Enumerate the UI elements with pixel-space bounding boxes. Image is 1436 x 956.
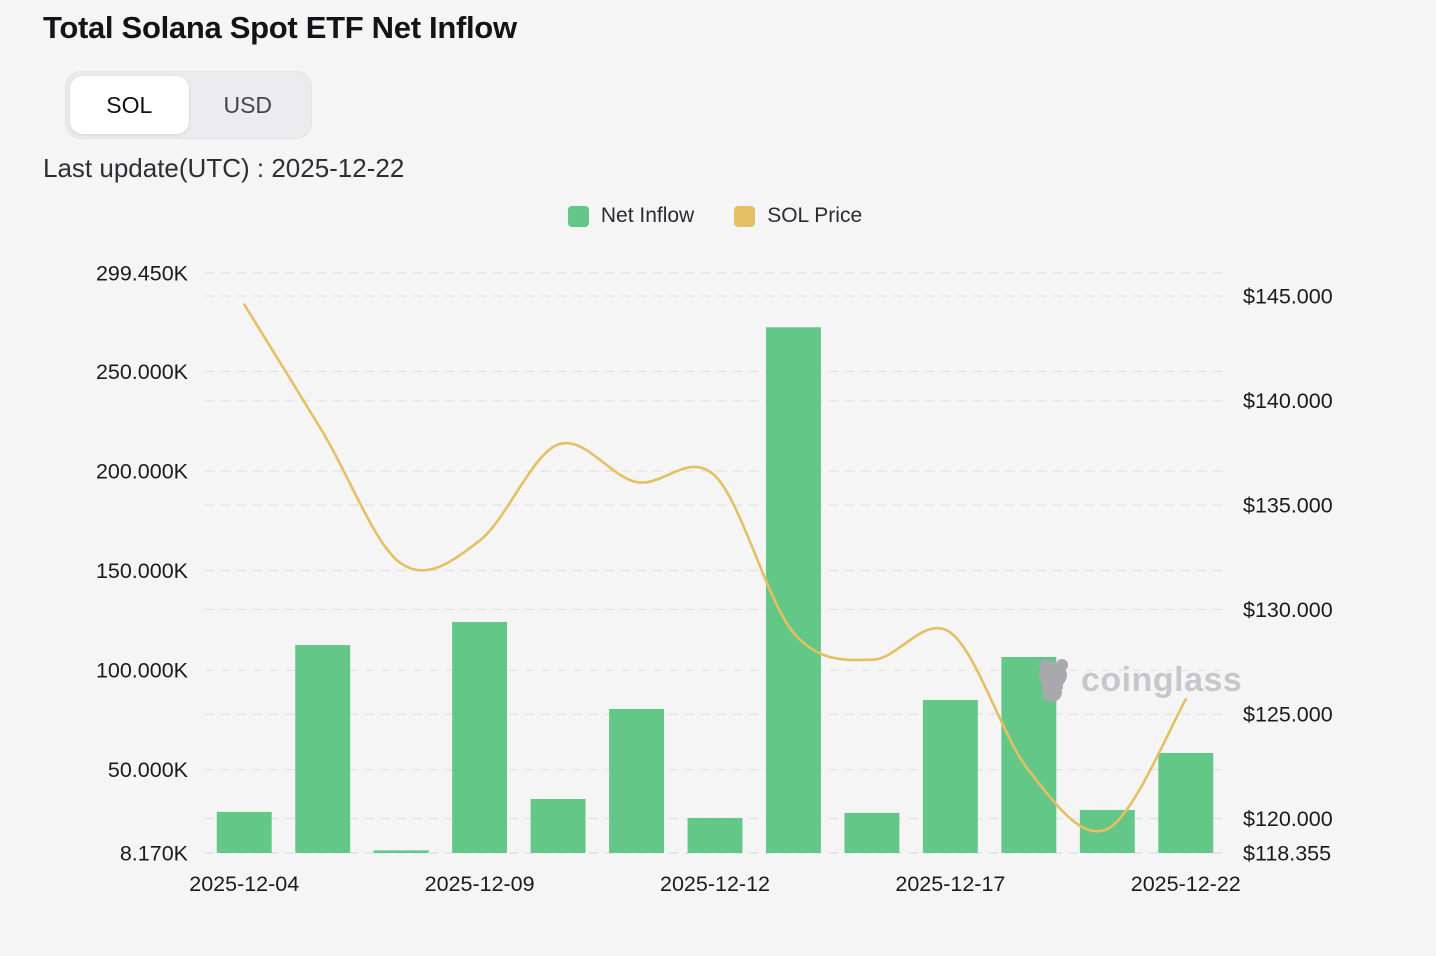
bar-2025-12-09[interactable] [452, 621, 508, 853]
y-right-tick-label: $145.000 [1243, 285, 1333, 309]
legend: Net Inflow SOL Price [205, 204, 1225, 228]
bar-2025-12-19[interactable] [1079, 809, 1135, 853]
legend-label-sol-price: SOL Price [767, 204, 863, 227]
y-left-tick-label: 8.170K [120, 842, 189, 866]
bar-2025-12-22[interactable] [1158, 752, 1214, 853]
x-tick-label: 2025-12-09 [425, 872, 535, 896]
y-right-tick-label: $120.000 [1243, 807, 1333, 831]
bar-2025-12-08[interactable] [373, 850, 429, 853]
y-left-tick-label: 150.000K [96, 559, 189, 583]
y-right-tick-label: $118.355 [1243, 842, 1331, 866]
page-title: Total Solana Spot ETF Net Inflow [43, 10, 517, 45]
toggle-option-sol[interactable]: SOL [70, 76, 189, 134]
y-left-tick-label: 50.000K [108, 758, 189, 782]
bar-2025-12-16[interactable] [844, 812, 900, 853]
last-update-label: Last update(UTC) : 2025-12-22 [43, 153, 405, 183]
x-tick-label: 2025-12-12 [660, 872, 770, 896]
y-left-tick-label: 299.450K [96, 262, 189, 286]
unit-toggle: SOL USD [65, 71, 312, 139]
y-right-tick-label: $140.000 [1243, 389, 1333, 413]
net-inflow-swatch-icon [567, 205, 589, 227]
y-left-tick-label: 100.000K [96, 659, 189, 683]
bar-2025-12-05[interactable] [295, 645, 351, 853]
bar-2025-12-10[interactable] [530, 798, 586, 853]
bar-2025-12-18[interactable] [1001, 657, 1057, 853]
sol-price-swatch-icon [734, 205, 756, 227]
legend-item-sol-price[interactable]: SOL Price [734, 204, 862, 228]
y-left-tick-label: 200.000K [96, 460, 189, 484]
bar-2025-12-11[interactable] [609, 708, 664, 853]
y-left-tick-label: 250.000K [96, 360, 189, 384]
x-tick-label: 2025-12-04 [189, 872, 299, 896]
toggle-option-usd[interactable]: USD [189, 76, 308, 134]
bar-2025-12-15[interactable] [766, 327, 821, 853]
x-tick-label: 2025-12-22 [1131, 872, 1241, 896]
legend-label-net-inflow: Net Inflow [600, 204, 695, 227]
chart-plot-area[interactable] [205, 273, 1225, 853]
bar-2025-12-17[interactable] [922, 700, 978, 853]
y-right-tick-label: $130.000 [1243, 598, 1333, 622]
legend-item-net-inflow[interactable]: Net Inflow [567, 204, 695, 228]
sol-price-line [242, 303, 1188, 833]
x-tick-label: 2025-12-17 [895, 872, 1005, 896]
bar-2025-12-12[interactable] [687, 817, 743, 853]
y-right-tick-label: $135.000 [1243, 494, 1333, 518]
bar-2025-12-04[interactable] [216, 811, 272, 853]
y-right-tick-label: $125.000 [1243, 703, 1333, 727]
